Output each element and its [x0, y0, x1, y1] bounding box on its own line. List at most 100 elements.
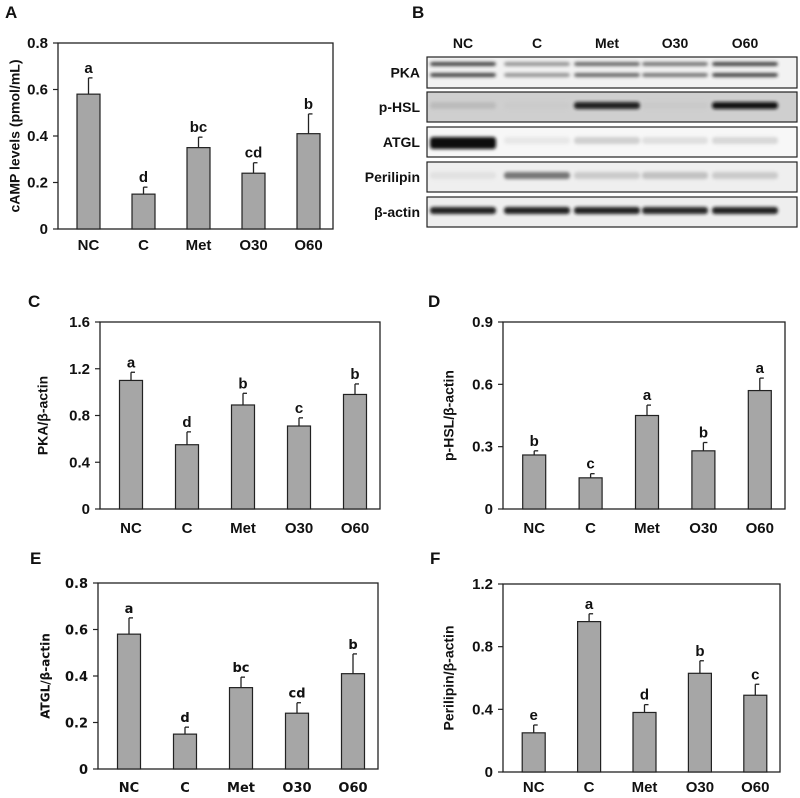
protein-label: p-HSL	[379, 99, 421, 115]
panel-letter: B	[412, 3, 424, 22]
x-tick-label: Met	[230, 520, 256, 537]
chart-panel-E: E 0 0.2 0.4 0.6 0.8 ATGL/β-actin a NC d Cbc Met cd O3…	[30, 549, 379, 796]
significance-letter: c	[295, 400, 303, 417]
bar-C	[131, 193, 156, 230]
protein-band	[712, 172, 778, 179]
protein-band	[430, 172, 496, 179]
protein-band	[504, 207, 570, 214]
y-tick-label: 0.3	[472, 439, 493, 456]
bar-Met	[230, 404, 256, 510]
bar-C	[172, 733, 198, 770]
bar-O60	[747, 389, 772, 510]
x-tick-label: O30	[689, 520, 717, 537]
protein-band	[642, 102, 708, 109]
x-tick-label: C	[584, 779, 595, 796]
significance-letter: a	[125, 602, 134, 617]
y-tick-label: 0	[82, 501, 90, 518]
blot-strip	[426, 56, 798, 89]
protein-band	[504, 172, 570, 179]
protein-label: ATGL	[383, 134, 421, 150]
y-tick-label: 0.8	[65, 577, 88, 592]
y-axis-label: ATGL/β-actin	[39, 633, 53, 719]
significance-letter: c	[586, 456, 594, 473]
x-tick-label: O30	[686, 779, 714, 796]
lane-label: O60	[732, 35, 759, 51]
protein-band	[642, 207, 708, 214]
x-tick-label: O60	[746, 520, 774, 537]
blot-row-β-actin: β-actin	[374, 196, 798, 228]
y-axis-label: PKA/β-actin	[35, 376, 51, 455]
y-tick-label: 0.4	[27, 128, 49, 145]
significance-letter: c	[751, 666, 759, 683]
bar-O30	[284, 712, 310, 770]
y-tick-label: 0.9	[472, 314, 493, 331]
y-tick-label: 0	[485, 501, 493, 518]
significance-letter: a	[127, 354, 136, 371]
protein-band	[504, 102, 570, 109]
significance-letter: a	[756, 360, 765, 377]
protein-band	[712, 62, 778, 66]
x-tick-label: C	[138, 237, 149, 254]
bar-Met	[186, 147, 211, 230]
y-axis-label: p-HSL/β-actin	[441, 370, 457, 461]
y-axis-label: cAMP levels (pmol/mL)	[7, 59, 23, 212]
protein-band	[574, 62, 640, 66]
protein-band	[574, 172, 640, 179]
y-axis-label: Perilipin/β-actin	[441, 625, 457, 730]
protein-band	[642, 172, 708, 179]
y-tick-label: 0.4	[472, 701, 494, 718]
bar-NC	[522, 454, 547, 510]
bar-C	[576, 620, 602, 773]
x-tick-label: O60	[338, 781, 367, 796]
protein-band	[430, 73, 496, 77]
x-tick-label: O30	[239, 237, 267, 254]
y-tick-label: 1.6	[69, 314, 90, 331]
significance-letter: e	[530, 707, 538, 724]
x-tick-label: O60	[741, 779, 769, 796]
significance-letter: d	[182, 414, 191, 431]
x-tick-label: O60	[341, 520, 369, 537]
x-tick-label: O30	[285, 520, 313, 537]
blot-row-Perilipin: Perilipin	[365, 161, 798, 193]
protein-band	[712, 207, 778, 214]
x-tick-label: C	[585, 520, 596, 537]
lane-label: NC	[453, 35, 473, 51]
protein-band	[430, 62, 496, 66]
x-tick-label: Met	[186, 237, 212, 254]
bar-O60	[342, 393, 368, 510]
significance-letter: b	[695, 643, 704, 660]
chart-panel-D: D 0 0.3 0.6 0.9 p-HSL/β-actin b NC c Ca Met b O30 a O6…	[428, 292, 786, 537]
x-tick-label: C	[180, 781, 190, 796]
protein-band	[712, 73, 778, 77]
bar-O60	[296, 133, 321, 230]
significance-letter: b	[304, 96, 313, 113]
x-tick-label: Met	[634, 520, 660, 537]
y-tick-label: 1.2	[69, 361, 90, 378]
x-tick-label: NC	[523, 779, 545, 796]
blot-row-ATGL: ATGL	[383, 126, 798, 158]
bar-NC	[521, 732, 546, 773]
significance-letter: d	[640, 687, 649, 704]
y-tick-label: 0	[40, 221, 48, 238]
bar-Met	[632, 711, 657, 773]
y-tick-label: 0	[485, 764, 493, 781]
bar-O30	[286, 425, 312, 510]
protein-band	[574, 207, 640, 214]
panel-letter: D	[428, 292, 440, 311]
protein-band	[642, 137, 708, 144]
y-tick-label: 1.2	[472, 576, 493, 593]
protein-band	[430, 137, 496, 149]
y-tick-label: 0	[79, 763, 88, 778]
significance-letter: d	[139, 169, 148, 186]
bar-Met	[228, 687, 254, 770]
protein-band	[642, 62, 708, 66]
panel-letter: C	[28, 292, 40, 311]
significance-letter: cd	[288, 687, 305, 702]
x-tick-label: NC	[120, 520, 142, 537]
protein-label: β-actin	[374, 204, 420, 220]
y-tick-label: 0.8	[472, 639, 493, 656]
protein-band	[504, 73, 570, 77]
y-tick-label: 0.6	[472, 376, 493, 393]
significance-letter: bc	[190, 119, 208, 136]
panel-letter: F	[430, 549, 440, 568]
